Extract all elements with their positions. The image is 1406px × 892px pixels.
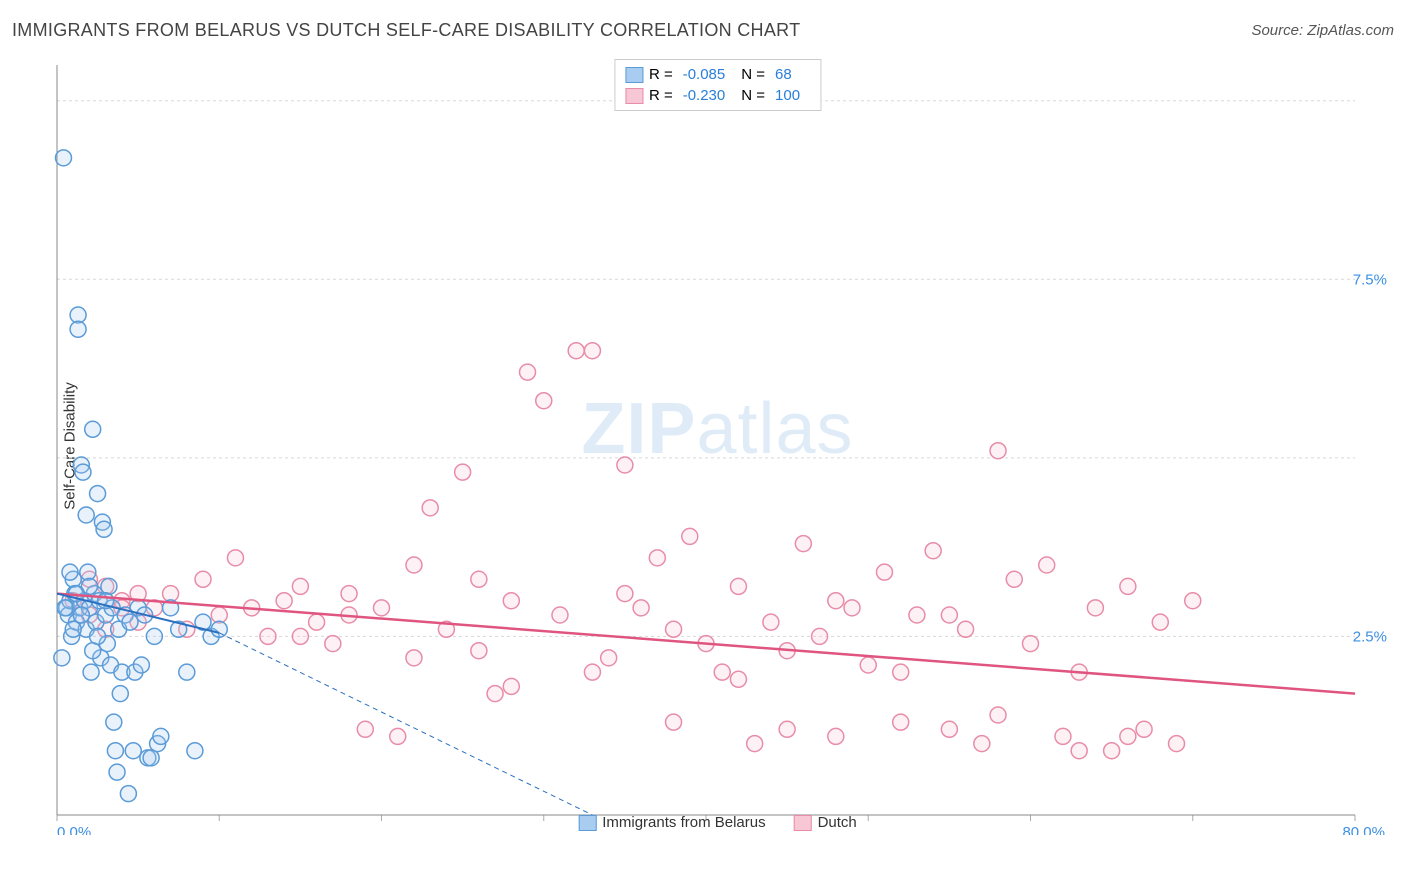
chart-title: IMMIGRANTS FROM BELARUS VS DUTCH SELF-CA… <box>12 20 800 41</box>
svg-text:2.5%: 2.5% <box>1353 628 1387 645</box>
n-value-belarus: 68 <box>775 64 792 85</box>
swatch-belarus <box>625 67 643 83</box>
r-value-dutch: -0.230 <box>683 85 726 106</box>
chart-source: Source: ZipAtlas.com <box>1251 22 1394 39</box>
swatch-belarus-bottom <box>578 815 596 831</box>
plot-area: 2.5% 7.5% 0.0% 80.0% R = -0.085 N = 68 R = … <box>45 55 1390 835</box>
svg-text:7.5%: 7.5% <box>1353 271 1387 288</box>
correlation-legend: R = -0.085 N = 68 R = -0.230 N = 100 <box>614 59 821 111</box>
legend-item-belarus: Immigrants from Belarus <box>578 814 765 831</box>
legend-item-dutch: Dutch <box>794 814 857 831</box>
r-value-belarus: -0.085 <box>683 64 726 85</box>
chart-header: IMMIGRANTS FROM BELARUS VS DUTCH SELF-CA… <box>12 20 1394 41</box>
swatch-dutch-bottom <box>794 815 812 831</box>
scatter-chart: 2.5% 7.5% 0.0% 80.0% <box>45 55 1390 835</box>
n-value-dutch: 100 <box>775 85 800 106</box>
svg-text:0.0%: 0.0% <box>57 824 91 835</box>
swatch-dutch <box>625 88 643 104</box>
legend-label-belarus: Immigrants from Belarus <box>602 814 765 831</box>
legend-row-belarus: R = -0.085 N = 68 <box>625 64 810 85</box>
svg-text:80.0%: 80.0% <box>1342 824 1385 835</box>
legend-row-dutch: R = -0.230 N = 100 <box>625 85 810 106</box>
legend-label-dutch: Dutch <box>818 814 857 831</box>
series-legend: Immigrants from Belarus Dutch <box>578 814 857 831</box>
